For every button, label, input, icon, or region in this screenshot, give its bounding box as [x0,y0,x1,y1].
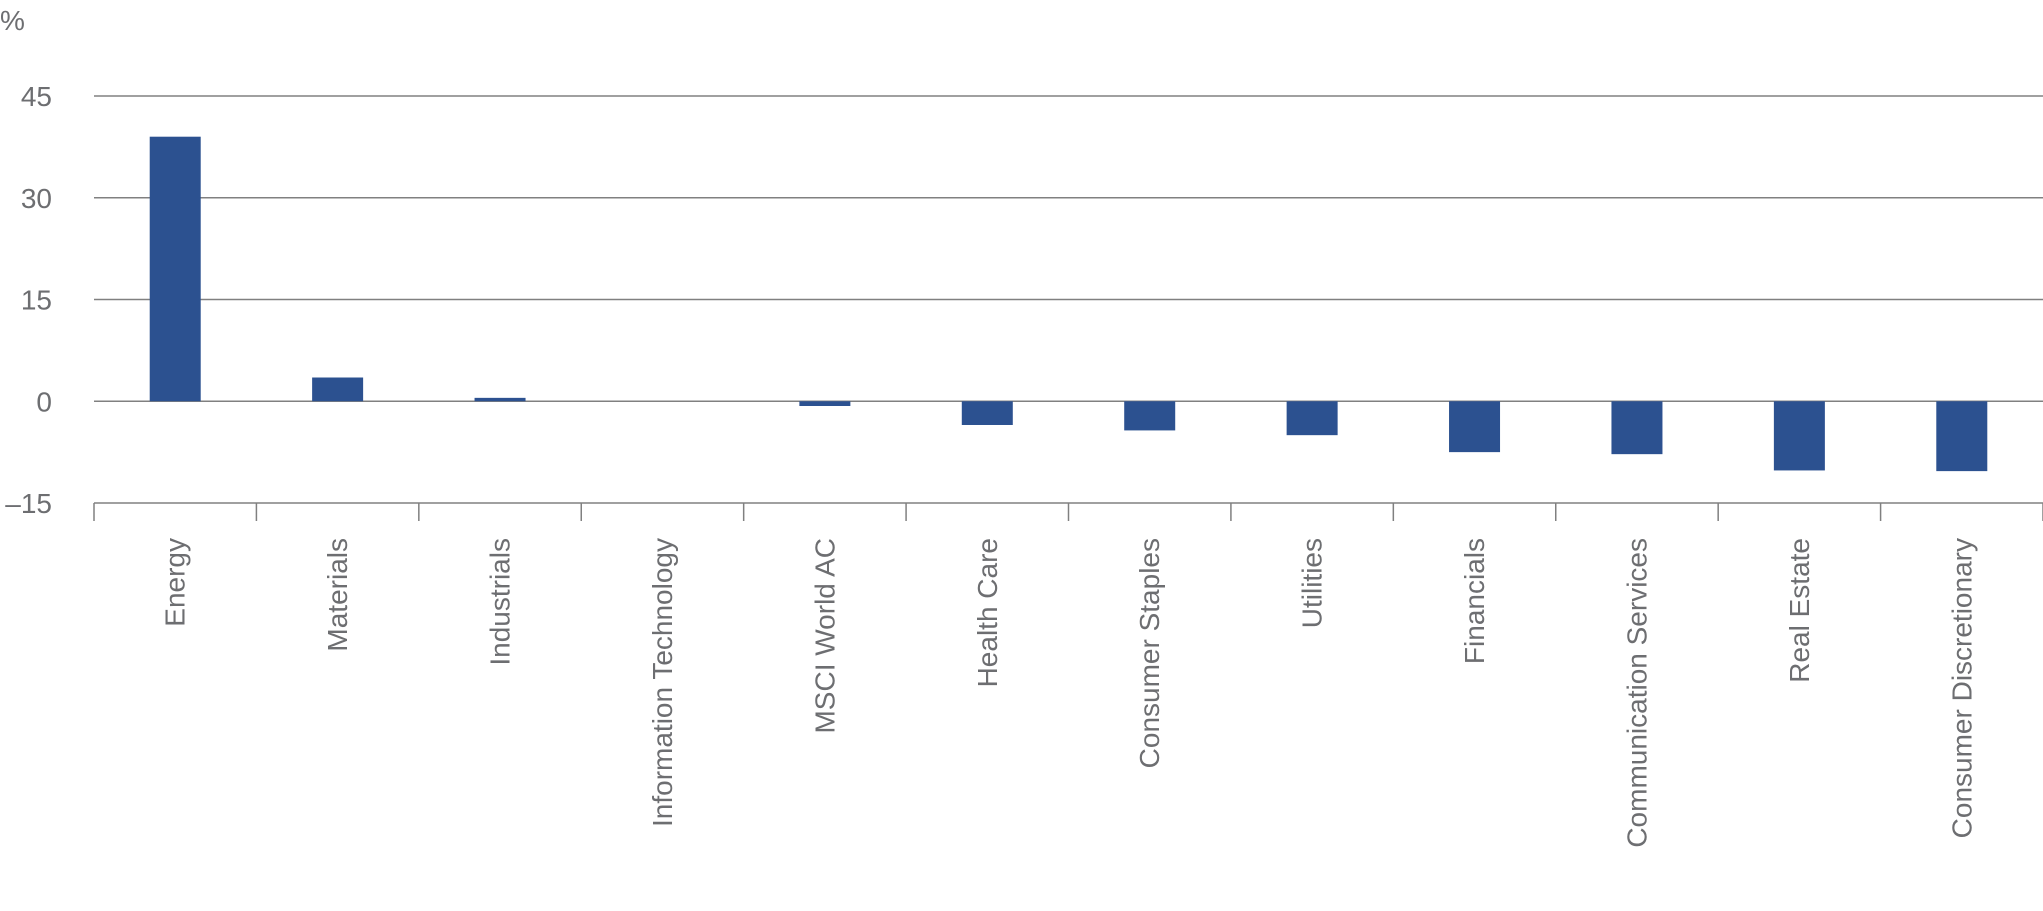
bar [961,401,1013,425]
y-axis-ticks: 45 30 15 0 –15 [5,81,52,519]
y-tick-label: 45 [21,81,52,112]
x-category-label: Information Technology [647,538,678,827]
x-axis [93,503,2043,521]
y-tick-label: –15 [5,488,52,519]
x-category-label: Consumer Discretionary [1946,538,1977,838]
bar [1773,401,1825,471]
x-category-label: Financials [1459,538,1490,664]
x-category-label: MSCI World AC [809,538,840,734]
x-category-label: Real Estate [1784,538,1815,683]
bar [474,397,526,402]
x-category-label: Utilities [1297,538,1328,628]
bar [1449,401,1501,453]
bar [149,136,201,402]
x-category-label: Energy [160,538,191,627]
bar [312,377,364,402]
y-axis-unit-label: % [0,5,25,36]
y-tick-label: 30 [21,183,52,214]
x-category-label: Consumer Staples [1134,538,1165,768]
bar [1611,401,1663,455]
bar [1936,401,1988,472]
y-tick-label: 15 [21,285,52,316]
bar [1286,401,1338,436]
x-category-label: Industrials [485,538,516,666]
x-category-label: Materials [322,538,353,652]
x-category-label: Health Care [972,538,1003,687]
x-category-label: Communication Services [1621,538,1652,848]
gridlines [94,95,2043,504]
x-axis-labels: Energy Materials Industrials Information Te… [160,538,1978,848]
bars [149,136,1988,472]
bar [1124,401,1176,431]
y-tick-label: 0 [36,386,52,417]
bar [799,401,851,406]
